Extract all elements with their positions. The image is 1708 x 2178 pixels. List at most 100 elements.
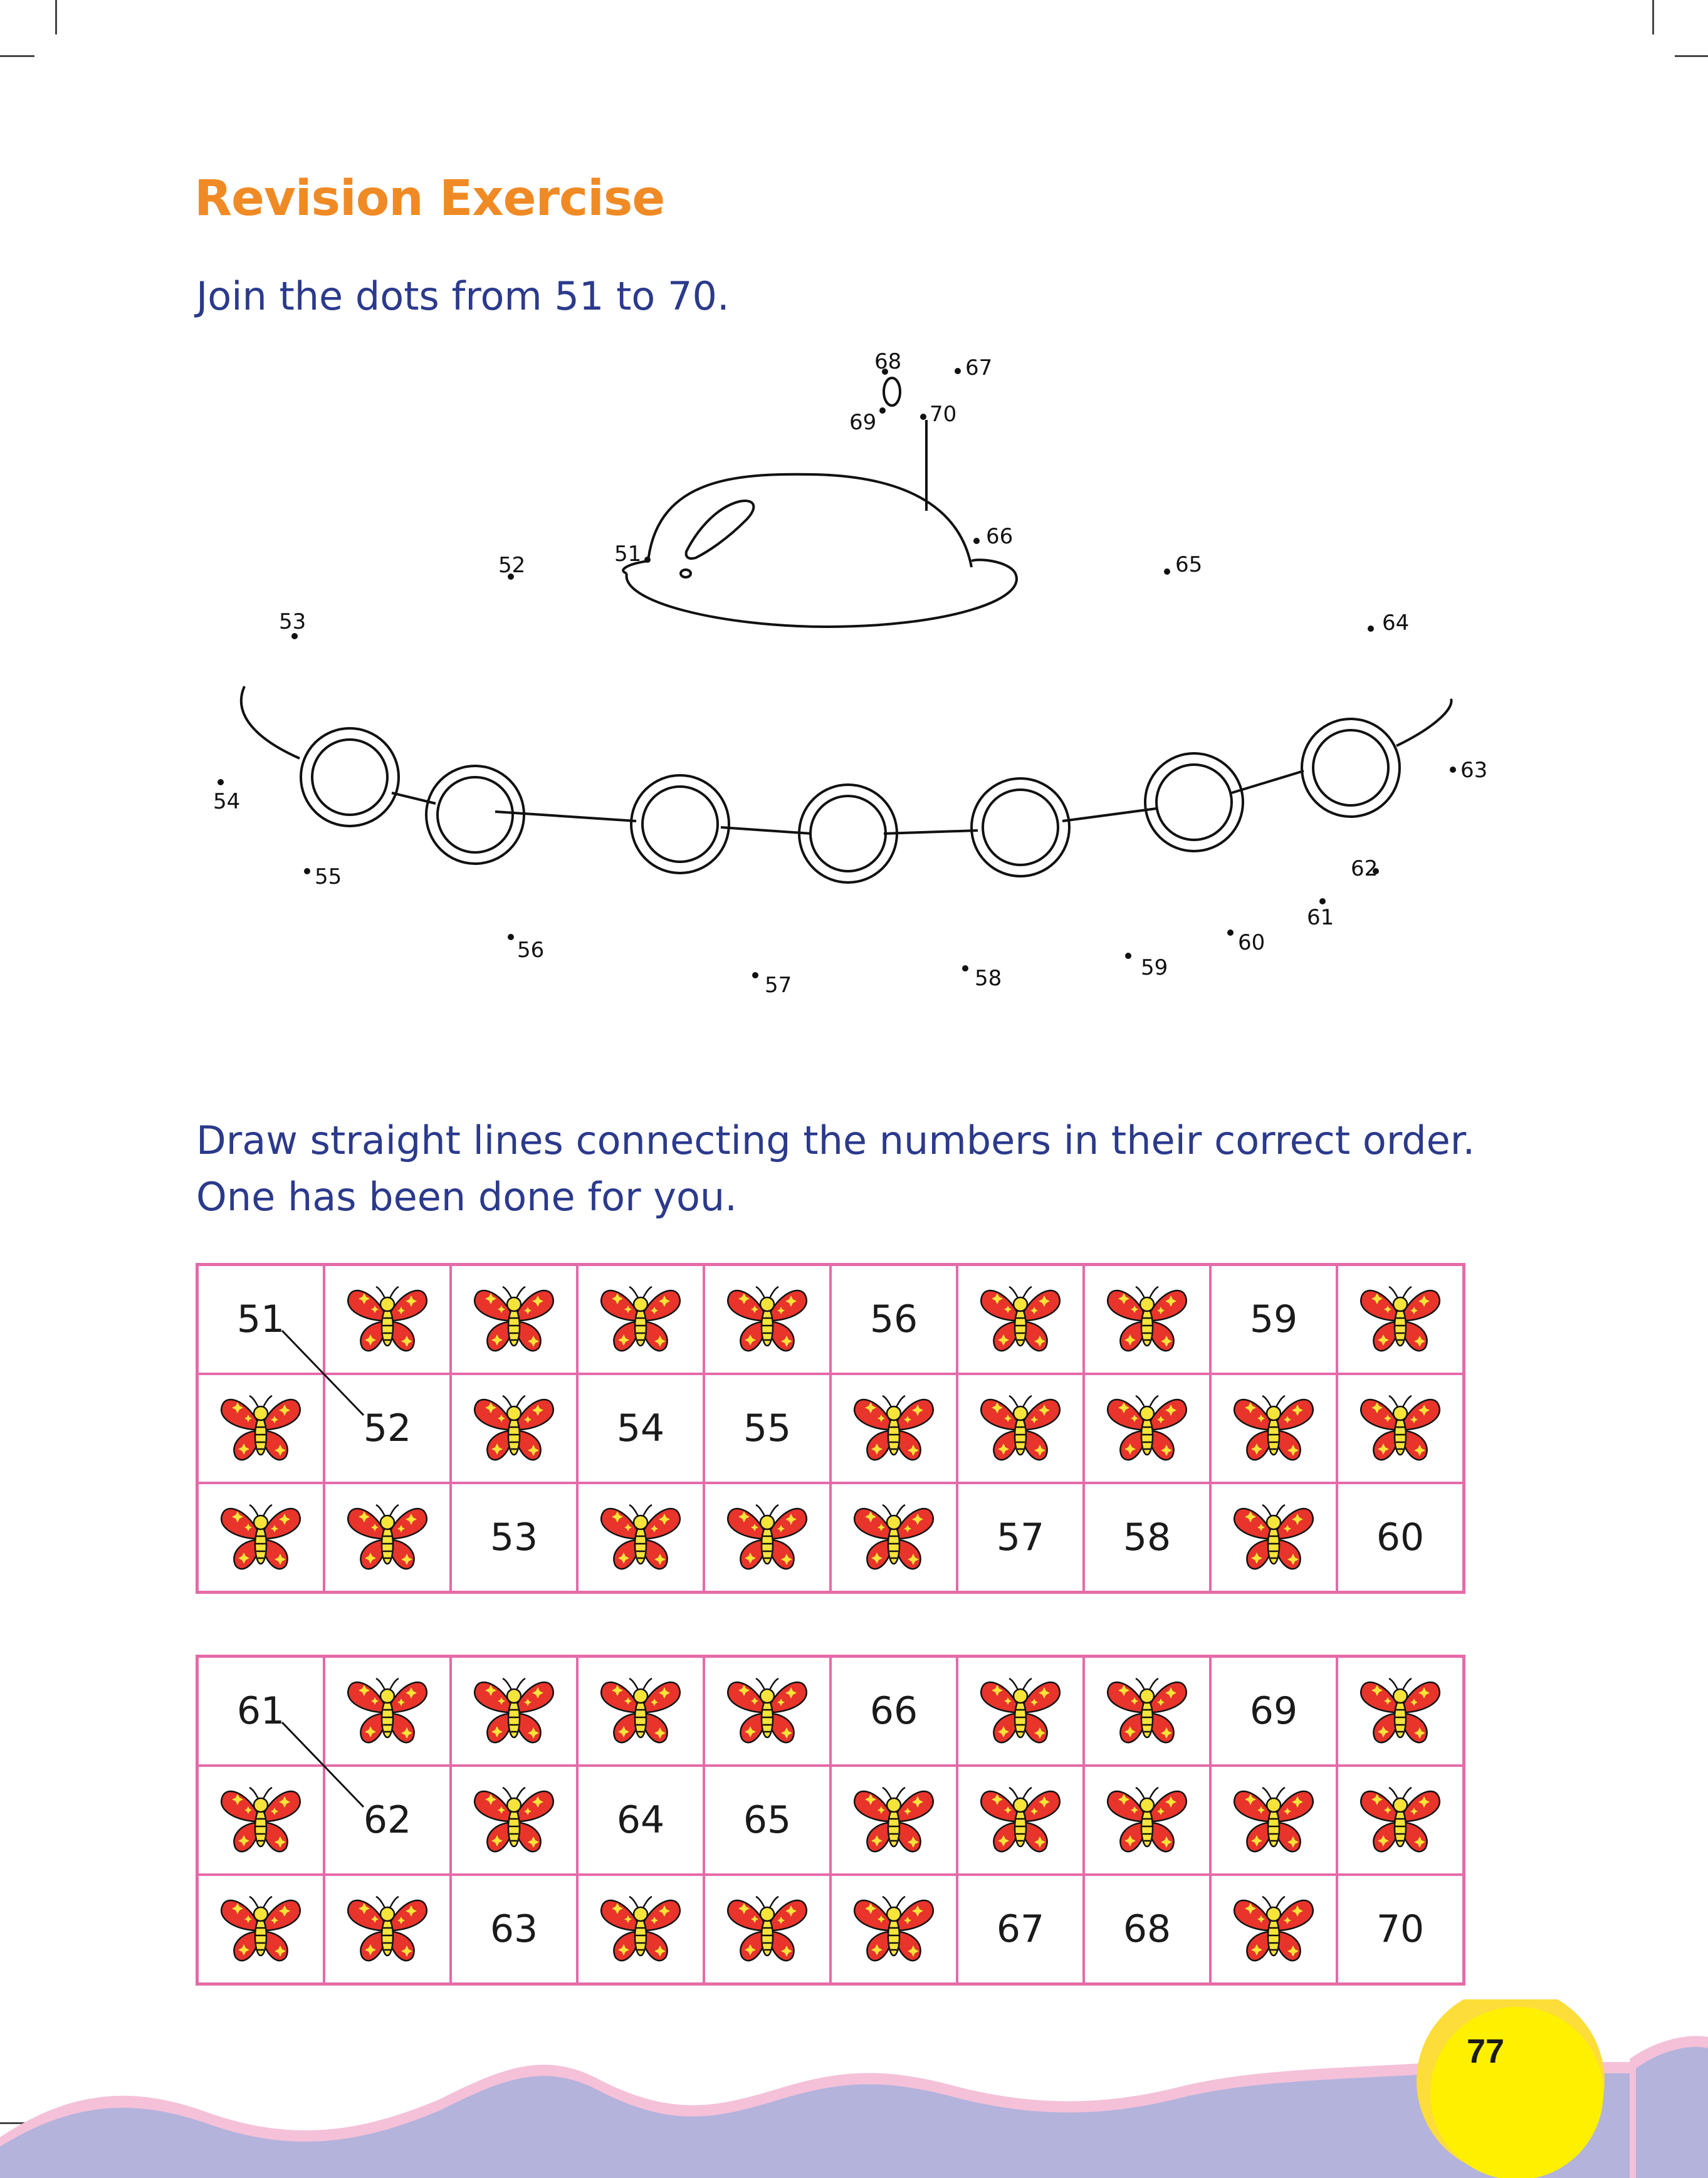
- dot-label-58: 58: [975, 966, 1002, 991]
- number-cell: 61: [197, 1657, 324, 1766]
- butterfly-icon: [1233, 1895, 1314, 1962]
- butterfly-icon: [1106, 1786, 1188, 1853]
- butterfly-icon: [1106, 1285, 1188, 1352]
- dot-label-61: 61: [1307, 905, 1334, 930]
- number-label: 63: [490, 1907, 538, 1951]
- number-cell: 63: [451, 1875, 577, 1984]
- butterfly-icon: [1106, 1677, 1188, 1744]
- number-grid-61-70: 61: [196, 1655, 1465, 1986]
- butterfly-icon: [600, 1895, 681, 1962]
- dot-60: [1227, 929, 1234, 936]
- dot-label-62: 62: [1351, 856, 1378, 881]
- butterfly-cell: [451, 1766, 577, 1875]
- butterfly-icon: [726, 1895, 808, 1962]
- crop-mark: [55, 0, 57, 34]
- butterfly-icon: [347, 1895, 428, 1962]
- butterfly-cell: [451, 1374, 577, 1483]
- number-cell: 70: [1337, 1875, 1464, 1984]
- number-label: 66: [869, 1689, 918, 1733]
- butterfly-cell: [704, 1657, 830, 1766]
- butterfly-icon: [726, 1285, 808, 1352]
- dot-64: [1368, 626, 1374, 632]
- number-label: 68: [1123, 1907, 1171, 1951]
- number-label: 69: [1249, 1689, 1298, 1733]
- dot-63: [1450, 767, 1456, 773]
- butterfly-cell: [957, 1766, 1084, 1875]
- butterfly-cell: [1210, 1875, 1337, 1984]
- number-label: 67: [996, 1907, 1045, 1951]
- number-cell: 53: [451, 1483, 577, 1592]
- butterfly-cell: [957, 1657, 1084, 1766]
- butterfly-icon: [347, 1504, 428, 1570]
- butterfly-cell: [577, 1657, 704, 1766]
- crop-mark: [1652, 0, 1654, 34]
- instruction-lines: Draw straight lines connecting the numbe…: [196, 1113, 1475, 1225]
- butterfly-cell: [1337, 1657, 1464, 1766]
- butterfly-cell: [830, 1483, 957, 1592]
- butterfly-icon: [1233, 1786, 1314, 1853]
- butterfly-cell: [704, 1265, 830, 1374]
- dot-label-69: 69: [849, 410, 876, 435]
- butterfly-icon: [473, 1786, 555, 1853]
- butterfly-cell: [957, 1265, 1084, 1374]
- dot-61: [1319, 898, 1326, 904]
- dot-label-68: 68: [874, 349, 901, 374]
- number-cell: 66: [830, 1657, 957, 1766]
- instruction-lines-2: One has been done for you.: [196, 1174, 737, 1220]
- butterfly-cell: [1337, 1265, 1464, 1374]
- crop-mark: [0, 55, 34, 57]
- number-cell: 68: [1084, 1875, 1210, 1984]
- dot-label-64: 64: [1382, 610, 1409, 636]
- dot-55: [304, 868, 310, 874]
- number-label: 65: [743, 1798, 792, 1842]
- butterfly-icon: [980, 1786, 1061, 1853]
- number-cell: 59: [1210, 1265, 1337, 1374]
- butterfly-icon: [220, 1395, 301, 1461]
- instruction-lines-1: Draw straight lines connecting the numbe…: [196, 1118, 1475, 1163]
- crop-mark: [0, 2122, 34, 2124]
- butterfly-cell: [197, 1483, 324, 1592]
- number-cell: 69: [1210, 1657, 1337, 1766]
- butterfly-icon: [980, 1395, 1061, 1461]
- butterfly-cell: [451, 1265, 577, 1374]
- butterfly-cell: [197, 1766, 324, 1875]
- butterfly-icon: [220, 1786, 301, 1853]
- dot-59: [1125, 953, 1131, 959]
- number-label: 58: [1123, 1516, 1171, 1559]
- butterfly-cell: [1084, 1265, 1210, 1374]
- butterfly-icon: [726, 1677, 808, 1744]
- butterfly-cell: [451, 1657, 577, 1766]
- butterfly-icon: [473, 1395, 555, 1461]
- butterfly-icon: [980, 1285, 1061, 1352]
- page-number-circle: [1430, 2007, 1603, 2178]
- butterfly-icon: [600, 1504, 681, 1570]
- dot-70: [920, 414, 926, 420]
- number-label: 57: [996, 1516, 1045, 1559]
- dot-68: [882, 369, 888, 375]
- number-grid-51-60: 51: [196, 1263, 1465, 1594]
- page-title: Revision Exercise: [194, 170, 665, 227]
- dot-label-70: 70: [930, 402, 956, 427]
- butterfly-cell: [957, 1374, 1084, 1483]
- butterfly-cell: [704, 1875, 830, 1984]
- number-label: 59: [1249, 1297, 1298, 1341]
- butterfly-cell: [577, 1483, 704, 1592]
- number-cell: 51: [197, 1265, 324, 1374]
- butterfly-icon: [347, 1677, 428, 1744]
- dot-label-52: 52: [498, 553, 525, 578]
- crop-mark: [1675, 55, 1708, 57]
- butterfly-icon: [853, 1504, 935, 1570]
- dot-to-dot-drawing: 51 52 53 54 55 56 57 58 59 60 61 62 63 64 65 66 67 68 69 70: [213, 349, 1487, 998]
- butterfly-icon: [1233, 1504, 1314, 1570]
- number-cell: 67: [957, 1875, 1084, 1984]
- butterfly-icon: [1360, 1285, 1441, 1352]
- dot-58: [962, 965, 968, 971]
- butterfly-cell: [1210, 1374, 1337, 1483]
- number-label: 64: [616, 1798, 665, 1842]
- butterfly-icon: [1360, 1786, 1441, 1853]
- butterfly-cell: [324, 1657, 451, 1766]
- butterfly-icon: [853, 1895, 935, 1962]
- butterfly-icon: [853, 1395, 935, 1461]
- dot-label-51: 51: [614, 542, 641, 567]
- dot-label-59: 59: [1141, 955, 1168, 980]
